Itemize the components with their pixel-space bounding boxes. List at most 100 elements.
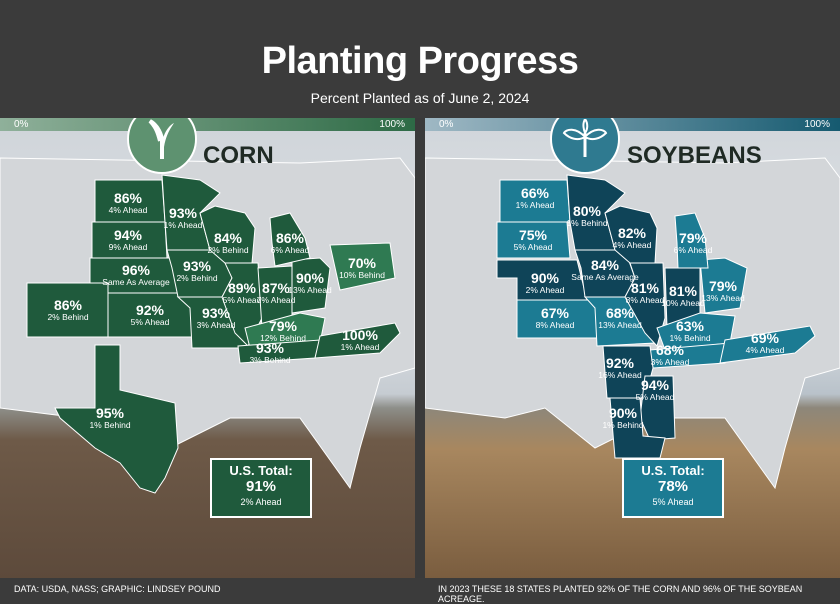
state-label: 69% 4% Ahead bbox=[746, 331, 785, 355]
state-label: 81% 10% Ahead bbox=[661, 284, 704, 308]
state-change: 13% Ahead bbox=[598, 319, 642, 330]
credit: DATA: USDA, NASS; GRAPHIC: LINDSEY POUND bbox=[14, 584, 221, 594]
state-shape bbox=[329, 242, 396, 291]
state-change: 5% Ahead bbox=[222, 294, 262, 305]
state-change: 2% Behind bbox=[47, 311, 89, 322]
soybeans-map bbox=[425, 157, 840, 490]
state-label: 68% 3% Ahead bbox=[651, 343, 690, 367]
state-label: 90% 1% Behind bbox=[602, 406, 643, 430]
state-change: 7% Ahead bbox=[256, 294, 296, 305]
soybeans-panel: 0% 100% 66% 1% Ahead 75% 5% Ahead 90% 2% Ahead… bbox=[425, 118, 840, 578]
state-change: 2% Behind bbox=[207, 244, 249, 255]
state-label: 84% Same As Average bbox=[571, 258, 638, 282]
scale-min: 0% bbox=[14, 119, 29, 130]
state-change: 2% Behind bbox=[176, 272, 218, 283]
state-percent: 79% bbox=[268, 318, 298, 335]
state-label: 86% 6% Ahead bbox=[271, 231, 310, 255]
state-percent: 80% bbox=[572, 203, 602, 220]
state-shape bbox=[674, 212, 709, 269]
state-label: 86% 2% Behind bbox=[47, 298, 88, 322]
page-subtitle: Percent Planted as of June 2, 2024 bbox=[310, 90, 530, 106]
state-percent: 79% bbox=[678, 230, 708, 247]
state-change: 13% Ahead bbox=[701, 292, 745, 303]
state-change: 5% Ahead bbox=[130, 316, 170, 327]
state-shape bbox=[199, 205, 256, 264]
state-shape bbox=[269, 212, 311, 267]
state-change: 12% Behind bbox=[260, 332, 306, 343]
state-label: 63% 1% Behind bbox=[669, 319, 710, 343]
state-percent: 82% bbox=[617, 225, 647, 242]
state-change: 10% Behind bbox=[339, 269, 385, 280]
state-percent: 95% bbox=[95, 405, 125, 422]
state-change: 4% Ahead bbox=[745, 344, 785, 355]
state-shape bbox=[314, 322, 401, 359]
state-percent: 92% bbox=[135, 302, 165, 319]
state-label: 79% 12% Behind bbox=[260, 319, 306, 343]
state-label: 90% 2% Ahead bbox=[526, 271, 565, 295]
state-change: 2% Ahead bbox=[525, 284, 565, 295]
state-change: 1% Ahead bbox=[163, 219, 203, 230]
state-label: 92% 5% Ahead bbox=[131, 303, 170, 327]
state-change: 1% Ahead bbox=[340, 341, 380, 352]
state-percent: 89% bbox=[227, 280, 257, 297]
state-percent: 81% bbox=[668, 283, 698, 300]
state-change: 1% Behind bbox=[669, 332, 711, 343]
state-change: 13% Ahead bbox=[288, 284, 332, 295]
state-percent: 86% bbox=[53, 297, 83, 314]
state-change: 5% Ahead bbox=[513, 241, 553, 252]
state-change: 4% Ahead bbox=[108, 204, 148, 215]
footer: DATA: USDA, NASS; GRAPHIC: LINDSEY POUND… bbox=[0, 578, 840, 604]
state-label: 82% 4% Ahead bbox=[613, 226, 652, 250]
state-label: 93% 3% Ahead bbox=[197, 306, 236, 330]
state-change: 5% Ahead bbox=[635, 391, 675, 402]
state-label: 100% 1% Ahead bbox=[341, 328, 380, 352]
state-label: 67% 8% Ahead bbox=[536, 306, 575, 330]
state-label: 75% 5% Ahead bbox=[514, 228, 553, 252]
state-shape bbox=[624, 262, 666, 347]
state-percent: 94% bbox=[113, 227, 143, 244]
state-label: 79% 6% Ahead bbox=[674, 231, 713, 255]
state-change: Same As Average bbox=[571, 271, 639, 282]
state-percent: 90% bbox=[530, 270, 560, 287]
total-pct: 78% bbox=[657, 478, 689, 495]
state-percent: 86% bbox=[275, 230, 305, 247]
state-percent: 100% bbox=[342, 327, 378, 344]
state-shape bbox=[244, 312, 326, 349]
state-change: 1% Behind bbox=[89, 419, 131, 430]
state-label: 80% 1% Behind bbox=[566, 204, 607, 228]
corn-sprout-icon bbox=[127, 118, 197, 174]
state-percent: 70% bbox=[347, 255, 377, 272]
soybeans-title: SOYBEANS bbox=[627, 142, 762, 169]
corn-panel: 0% 100% 86% 4% Ahead 94% 9% Ahead 96% Same As … bbox=[0, 118, 415, 578]
total-pct: 91% bbox=[245, 478, 277, 495]
state-change: 1% Behind bbox=[566, 217, 608, 228]
state-percent: 68% bbox=[605, 305, 635, 322]
state-percent: 96% bbox=[121, 262, 151, 279]
state-percent: 90% bbox=[608, 405, 638, 422]
state-shape bbox=[604, 205, 658, 264]
state-change: 16% Ahead bbox=[598, 369, 642, 380]
corn-map bbox=[0, 157, 415, 494]
state-shape bbox=[496, 221, 571, 259]
state-change: 3% Ahead bbox=[650, 356, 690, 367]
state-percent: 75% bbox=[518, 227, 548, 244]
state-label: 79% 13% Ahead bbox=[701, 279, 744, 303]
state-change: 6% Ahead bbox=[673, 244, 713, 255]
state-percent: 81% bbox=[630, 280, 660, 297]
state-change: 3% Behind bbox=[249, 354, 291, 365]
corn-title: CORN bbox=[203, 142, 274, 169]
state-label: 70% 10% Behind bbox=[339, 256, 385, 280]
state-percent: 90% bbox=[295, 270, 325, 287]
header: Planting Progress Percent Planted as of … bbox=[0, 0, 840, 118]
state-percent: 66% bbox=[520, 185, 550, 202]
state-label: 96% Same As Average bbox=[102, 263, 169, 287]
corn-scale-bar: 0% 100% bbox=[0, 118, 415, 131]
state-change: 1% Behind bbox=[602, 419, 644, 430]
acreage-note: IN 2023 THESE 18 STATES PLANTED 92% OF T… bbox=[438, 584, 803, 604]
state-change: 3% Ahead bbox=[196, 319, 236, 330]
total-change: 2% Ahead bbox=[240, 497, 282, 507]
scale-min: 0% bbox=[439, 119, 454, 130]
state-percent: 87% bbox=[261, 280, 291, 297]
state-shape bbox=[291, 257, 331, 314]
state-percent: 92% bbox=[605, 355, 635, 372]
